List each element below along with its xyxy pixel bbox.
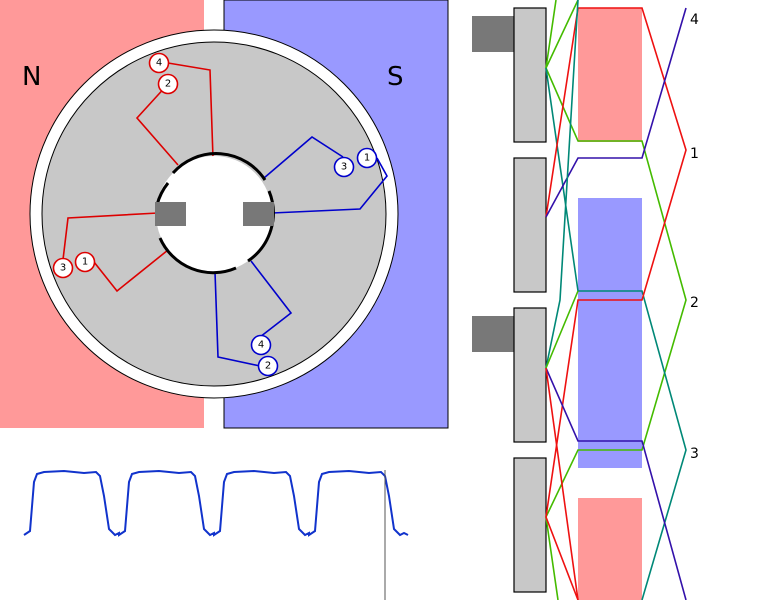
commutator-segment-bottom: [158, 237, 237, 275]
unrolled-north-pole-bottom: [578, 498, 642, 600]
waveform-trace: [23, 469, 409, 537]
unrolled-label-3: 3: [690, 446, 699, 462]
coil-number: 4: [258, 340, 264, 351]
coil-tag-right: 3 1: [333, 147, 378, 178]
wire-green: [545, 0, 687, 600]
wire-violet-lower: [545, 367, 687, 600]
winding-blue-right: [263, 136, 344, 179]
winding-blue-bottom-lead: [250, 260, 293, 338]
unrolled-north-pole-top: [578, 8, 642, 142]
wire-violet: [545, 7, 687, 218]
coil-number: 3: [341, 162, 347, 173]
commutator-segment-right: [247, 190, 275, 263]
brush-left: [155, 202, 186, 226]
commutator-bar: [513, 307, 547, 443]
north-pole-label: N: [22, 62, 41, 92]
commutator-bar: [513, 457, 547, 593]
coil-number: 2: [265, 361, 271, 372]
brush-right: [243, 202, 274, 226]
coil-number: 1: [364, 153, 370, 164]
unrolled-label-4: 4: [690, 12, 699, 28]
winding-red-top: [135, 83, 179, 166]
unrolled-label-2: 2: [690, 295, 699, 311]
wire-green-lower: [545, 290, 579, 369]
wire-green-upper: [545, 0, 557, 69]
wire-teal: [545, 67, 687, 600]
unrolled-label-1: 1: [690, 146, 699, 162]
winding-red-left: [61, 212, 159, 269]
winding-blue-bottom: [214, 271, 261, 367]
wire-red: [545, 7, 687, 600]
winding-red-left-lead: [93, 249, 169, 293]
coil-number: 4: [156, 58, 162, 69]
wire-teal-upper: [545, 0, 579, 369]
coil-tag-bottom: 4 2: [250, 334, 279, 377]
commutator-segment-top: [171, 152, 267, 181]
unrolled-wires: [545, 0, 687, 600]
coil-number: 3: [60, 263, 66, 274]
unrolled-brush-bottom: [472, 316, 514, 352]
coil-number: 1: [82, 257, 88, 268]
unrolled-south-pole: [578, 198, 642, 468]
commutator: [155, 152, 275, 275]
commutator-bar: [513, 157, 547, 293]
south-pole-label: S: [387, 62, 404, 92]
winding-red-top-lead: [167, 62, 214, 159]
commutator-hub: [156, 156, 272, 272]
coil-tag-left: 3 1: [52, 251, 96, 279]
coil-tags: 4 2 3 1 3 1 4 2: [52, 52, 378, 377]
unrolled-brush-top: [472, 16, 514, 52]
winding-blue-right-lead: [271, 157, 388, 214]
current-waveform: [23, 469, 409, 600]
unrolled-view: 4 1 2 3: [472, 0, 699, 600]
wire-red-lower: [545, 367, 579, 600]
coil-number: 2: [165, 79, 171, 90]
commutator-bar: [513, 7, 547, 143]
coil-tag-top: 4 2: [148, 52, 179, 95]
rotor-windings: [61, 62, 388, 367]
